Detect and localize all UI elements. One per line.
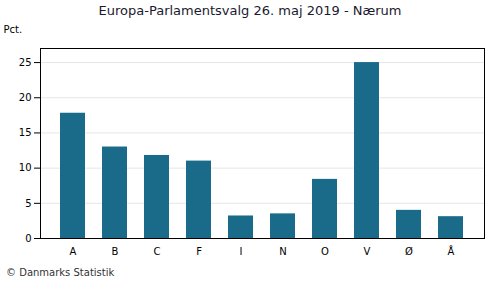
svg-text:Å: Å	[448, 245, 455, 257]
svg-text:F: F	[196, 246, 202, 257]
svg-text:15: 15	[19, 127, 32, 138]
svg-text:Ø: Ø	[405, 246, 413, 257]
svg-text:25: 25	[19, 57, 32, 68]
svg-text:V: V	[364, 246, 371, 257]
svg-text:O: O	[321, 246, 329, 257]
svg-text:Pct.: Pct.	[4, 24, 23, 35]
svg-text:10: 10	[19, 162, 32, 173]
svg-text:5: 5	[25, 198, 31, 209]
html-text:Europa-Parlamentsvalg 26. maj: Europa-Parlamentsvalg 26. maj 2019 - Nær…	[98, 3, 402, 18]
svg-text:C: C	[154, 246, 161, 257]
svg-text:A: A	[70, 246, 77, 257]
svg-text:N: N	[279, 246, 286, 257]
svg-text:20: 20	[19, 92, 32, 103]
svg-text:B: B	[112, 246, 119, 257]
html-text:© Danmarks Statistik: © Danmarks Statistik	[6, 267, 115, 278]
svg-text:I: I	[240, 246, 243, 257]
svg-text:0: 0	[25, 233, 31, 244]
